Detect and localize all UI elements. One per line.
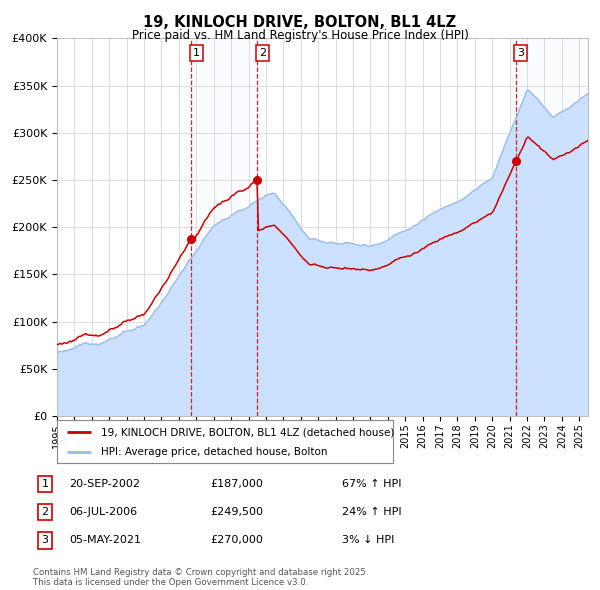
Text: 1: 1 — [193, 48, 200, 58]
Text: 05-MAY-2021: 05-MAY-2021 — [69, 536, 141, 545]
Text: 06-JUL-2006: 06-JUL-2006 — [69, 507, 137, 517]
Text: 1: 1 — [41, 479, 49, 489]
Text: 20-SEP-2002: 20-SEP-2002 — [69, 479, 140, 489]
Text: £249,500: £249,500 — [210, 507, 263, 517]
Text: 3: 3 — [517, 48, 524, 58]
Text: HPI: Average price, detached house, Bolton: HPI: Average price, detached house, Bolt… — [101, 447, 327, 457]
Text: £270,000: £270,000 — [210, 536, 263, 545]
Text: 24% ↑ HPI: 24% ↑ HPI — [342, 507, 401, 517]
Text: 19, KINLOCH DRIVE, BOLTON, BL1 4LZ: 19, KINLOCH DRIVE, BOLTON, BL1 4LZ — [143, 15, 457, 30]
Text: 67% ↑ HPI: 67% ↑ HPI — [342, 479, 401, 489]
Text: Price paid vs. HM Land Registry's House Price Index (HPI): Price paid vs. HM Land Registry's House … — [131, 29, 469, 42]
Text: 2: 2 — [41, 507, 49, 517]
Text: £187,000: £187,000 — [210, 479, 263, 489]
Text: 3: 3 — [41, 536, 49, 545]
Text: Contains HM Land Registry data © Crown copyright and database right 2025.
This d: Contains HM Land Registry data © Crown c… — [33, 568, 368, 587]
Bar — [515, 38, 588, 416]
Text: 2: 2 — [259, 48, 266, 58]
Text: 19, KINLOCH DRIVE, BOLTON, BL1 4LZ (detached house): 19, KINLOCH DRIVE, BOLTON, BL1 4LZ (deta… — [101, 427, 394, 437]
Text: 3% ↓ HPI: 3% ↓ HPI — [342, 536, 394, 545]
Bar — [191, 38, 257, 416]
